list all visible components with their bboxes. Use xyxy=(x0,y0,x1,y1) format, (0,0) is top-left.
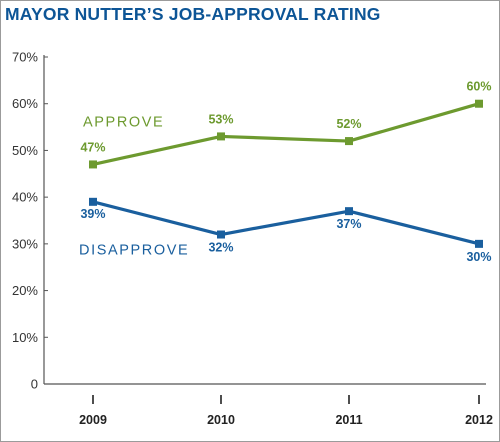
series-label-disapprove: DISAPPROVE xyxy=(79,243,189,259)
x-tick-label: 2009 xyxy=(79,413,107,427)
series-label-approve: APPROVE xyxy=(83,115,164,131)
data-point xyxy=(89,197,97,206)
data-point xyxy=(475,99,483,108)
data-point xyxy=(475,239,483,248)
data-label: 53% xyxy=(208,112,233,126)
data-point xyxy=(345,207,353,216)
data-point xyxy=(89,160,97,169)
data-label: 39% xyxy=(80,207,105,221)
data-label: 60% xyxy=(466,80,491,94)
y-tick-label: 40% xyxy=(12,190,38,205)
y-tick-label: 10% xyxy=(12,330,38,345)
x-tick-label: 2012 xyxy=(465,413,493,427)
x-tick-label: 2011 xyxy=(335,413,362,427)
data-point xyxy=(217,230,225,239)
data-label: 30% xyxy=(466,250,491,264)
y-tick-label: 60% xyxy=(12,96,38,111)
chart-title: MAYOR NUTTER’S JOB-APPROVAL RATING xyxy=(5,4,381,24)
series-line-disapprove xyxy=(92,200,480,246)
series-line-approve xyxy=(92,102,480,167)
data-point xyxy=(345,137,353,146)
y-tick-label: 50% xyxy=(12,143,38,158)
data-label: 52% xyxy=(336,117,361,131)
y-tick-label: 0 xyxy=(31,377,38,392)
data-label: 47% xyxy=(80,140,105,154)
y-tick-label: 20% xyxy=(12,283,38,298)
y-tick-label: 70% xyxy=(12,50,38,65)
data-label: 37% xyxy=(336,217,361,231)
y-tick-label: 30% xyxy=(12,236,38,251)
data-point xyxy=(217,132,225,141)
data-label: 32% xyxy=(208,241,233,255)
x-tick-label: 2010 xyxy=(207,413,235,427)
